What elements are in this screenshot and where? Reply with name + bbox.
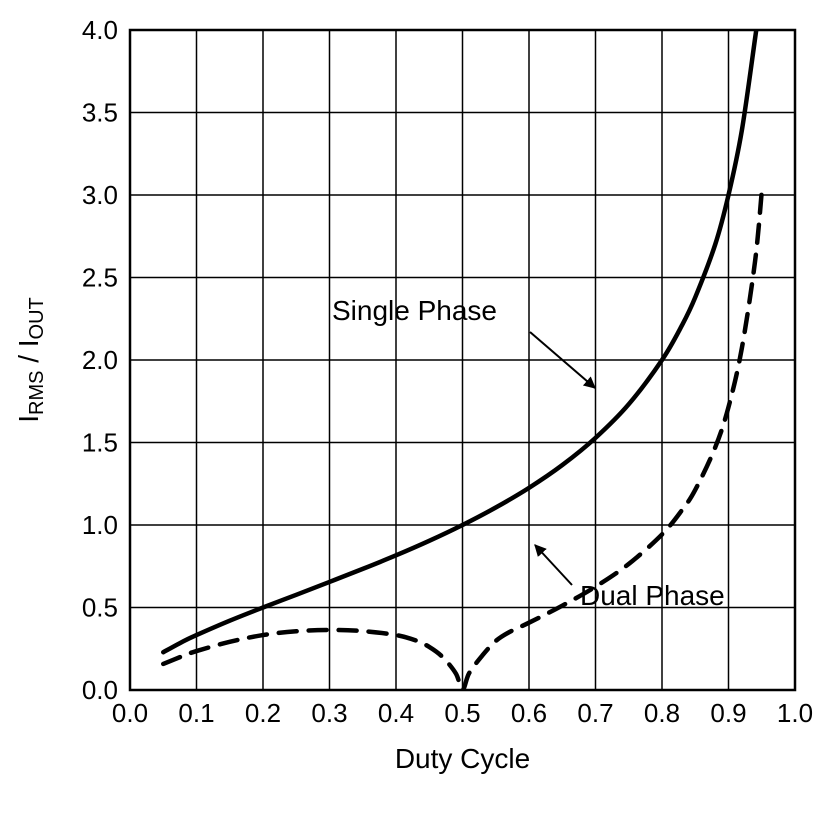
- single-phase-label: Single Phase: [332, 295, 497, 326]
- chart-container: 0.00.10.20.30.40.50.60.70.80.91.00.00.51…: [0, 0, 825, 825]
- chart-svg: 0.00.10.20.30.40.50.60.70.80.91.00.00.51…: [0, 0, 825, 825]
- y-tick-label: 0.5: [82, 593, 118, 623]
- x-tick-label: 1.0: [777, 698, 813, 728]
- y-tick-label: 3.0: [82, 180, 118, 210]
- y-tick-label: 2.5: [82, 263, 118, 293]
- dual-phase-label: Dual Phase: [580, 580, 725, 611]
- y-tick-label: 2.0: [82, 345, 118, 375]
- x-tick-label: 0.9: [710, 698, 746, 728]
- x-tick-label: 0.3: [311, 698, 347, 728]
- y-tick-label: 1.0: [82, 510, 118, 540]
- x-tick-label: 0.6: [511, 698, 547, 728]
- x-tick-label: 0.4: [378, 698, 414, 728]
- y-tick-label: 4.0: [82, 15, 118, 45]
- x-tick-label: 0.5: [444, 698, 480, 728]
- y-tick-label: 1.5: [82, 428, 118, 458]
- x-tick-label: 0.7: [577, 698, 613, 728]
- x-axis-label: Duty Cycle: [395, 743, 530, 774]
- y-tick-label: 3.5: [82, 98, 118, 128]
- x-tick-label: 0.8: [644, 698, 680, 728]
- x-tick-label: 0.2: [245, 698, 281, 728]
- x-tick-label: 0.1: [178, 698, 214, 728]
- y-tick-label: 0.0: [82, 675, 118, 705]
